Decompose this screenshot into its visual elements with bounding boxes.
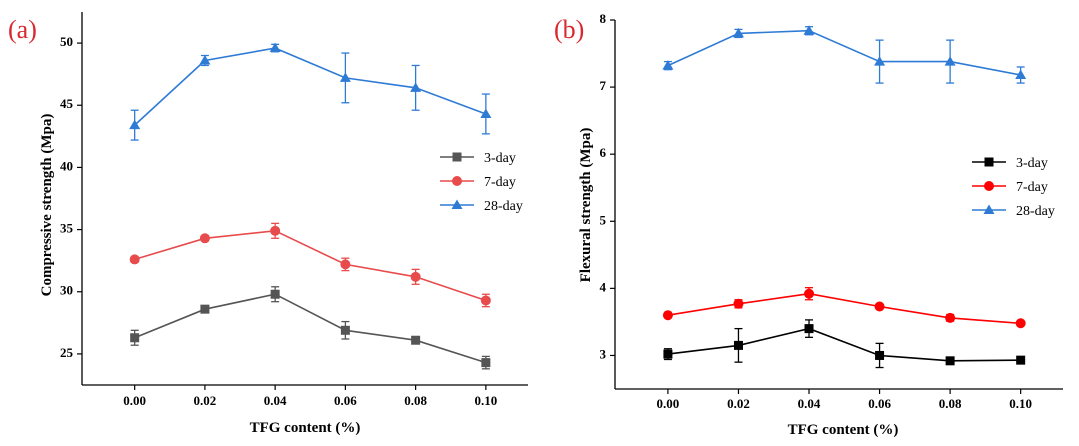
data-point: [410, 82, 422, 92]
data-point: [129, 119, 141, 130]
y-tick-label: 50: [60, 34, 73, 49]
legend-label: 7-day: [484, 175, 516, 190]
y-tick-label: 25: [60, 345, 74, 360]
y-tick-label: 6: [600, 145, 607, 160]
series-line: [667, 327, 1021, 362]
chart-panel-a: (a) 0.00 0.02 0.04 0.06 0.08 0.10 25 30 …: [8, 12, 528, 436]
legend-label: 3-day: [484, 151, 516, 166]
data-point: [733, 298, 744, 309]
data-point: [804, 288, 815, 299]
data-point: [1015, 318, 1026, 329]
x-axis-title-a: TFG content (%): [250, 420, 361, 436]
data-point: [269, 42, 281, 53]
x-tick-label: 0.02: [727, 396, 750, 411]
panel-label-b: (b): [554, 15, 584, 44]
data-point: [874, 301, 885, 312]
x-tick-label: 0.08: [939, 396, 962, 411]
x-tick-label: 0.00: [657, 396, 680, 411]
data-point: [411, 335, 421, 345]
x-tick-label: 0.10: [474, 393, 497, 408]
x-tick-labels-a: 0.00 0.02 0.04 0.06 0.08 0.10: [123, 393, 497, 408]
legend-b: 3-day 7-day 28-day: [972, 156, 1055, 219]
legend-marker: [984, 181, 994, 191]
data-point: [803, 25, 815, 35]
x-tick-label: 0.02: [194, 393, 217, 408]
legend-marker: [451, 199, 463, 209]
x-tick-label: 0.00: [123, 393, 146, 408]
data-point: [804, 324, 814, 334]
series-line: [134, 47, 487, 126]
data-point: [340, 325, 350, 335]
y-tick-label: 3: [600, 346, 607, 361]
data-point: [199, 54, 211, 65]
x-tick-label: 0.08: [404, 393, 427, 408]
x-tick-labels-b: 0.00 0.02 0.04 0.06 0.08 0.10: [657, 396, 1033, 411]
data-point: [481, 358, 491, 368]
data-point: [1016, 355, 1026, 365]
data-point: [1015, 69, 1027, 80]
legend-label: 28-day: [484, 199, 523, 214]
data-point: [875, 350, 885, 360]
data-point: [270, 289, 280, 299]
data-point: [130, 333, 140, 343]
y-axis-title-b: Flexural strength (Mpa): [578, 128, 594, 283]
y-tick-label: 7: [600, 78, 607, 93]
series-line: [667, 292, 1021, 325]
y-tick-label: 8: [600, 11, 607, 26]
x-tick-label: 0.06: [334, 393, 357, 408]
legend-label: 7-day: [1016, 180, 1048, 195]
legend-marker: [983, 204, 995, 214]
series-line: [134, 293, 487, 364]
legend-a: 3-day 7-day 28-day: [440, 151, 523, 214]
x-tick-label: 0.04: [798, 396, 821, 411]
series-line: [667, 29, 1021, 76]
data-point: [662, 60, 674, 70]
data-point: [340, 259, 351, 270]
legend-label: 3-day: [1016, 156, 1048, 171]
data-point: [945, 356, 955, 366]
data-point: [732, 27, 744, 38]
data-point: [199, 233, 210, 244]
data-point: [480, 295, 491, 306]
x-axis-title-b: TFG content (%): [788, 422, 899, 438]
y-tick-label: 5: [600, 212, 607, 227]
x-tick-label: 0.04: [264, 393, 287, 408]
y-tick-label: 40: [60, 158, 73, 173]
data-point: [733, 340, 743, 350]
y-tick-label: 45: [60, 96, 74, 111]
panel-label-a: (a): [8, 15, 37, 44]
y-tick-labels-b: 3 4 5 6 7 8: [600, 11, 607, 361]
series-group-b: [662, 25, 1027, 369]
data-point: [200, 304, 210, 314]
data-point: [874, 56, 886, 66]
data-point: [410, 271, 421, 282]
data-point: [662, 310, 673, 321]
data-point: [129, 254, 140, 265]
y-tick-label: 30: [60, 283, 73, 298]
y-tick-label: 4: [600, 279, 607, 294]
legend-marker: [452, 176, 462, 186]
data-point: [945, 312, 956, 323]
x-tick-label: 0.10: [1009, 396, 1032, 411]
series-group-a: [129, 42, 492, 370]
legend-marker: [984, 157, 994, 167]
series-line: [134, 229, 487, 302]
x-tick-label: 0.06: [868, 396, 891, 411]
y-tick-labels-a: 25 30 35 40 45 50: [60, 34, 74, 360]
data-point: [944, 56, 956, 66]
data-point: [663, 349, 673, 359]
chart-panel-b: (b) 0.00 0.02 0.04 0.06 0.08 0.10 3 4 5 …: [554, 11, 1063, 438]
data-point: [270, 225, 281, 236]
y-tick-label: 35: [60, 221, 74, 236]
data-point: [339, 72, 351, 82]
legend-marker: [452, 152, 462, 162]
y-axis-title-a: Compressive strength (Mpa): [39, 114, 55, 297]
legend-label: 28-day: [1016, 204, 1055, 219]
data-point: [480, 108, 492, 118]
